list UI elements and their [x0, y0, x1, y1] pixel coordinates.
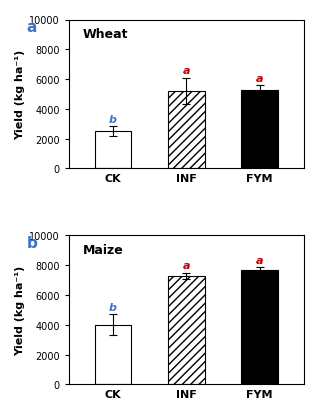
Bar	[241, 270, 278, 384]
Y-axis label: Yield (kg ha⁻¹): Yield (kg ha⁻¹)	[15, 265, 25, 355]
Y-axis label: Yield (kg ha⁻¹): Yield (kg ha⁻¹)	[15, 50, 25, 140]
Bar	[95, 325, 131, 384]
Bar	[241, 91, 278, 169]
Text: Wheat: Wheat	[83, 28, 128, 41]
Text: b: b	[109, 115, 117, 124]
Text: Maize: Maize	[83, 243, 124, 256]
Bar	[168, 276, 205, 384]
Text: a: a	[182, 66, 190, 76]
Text: a: a	[27, 20, 37, 36]
Text: a: a	[256, 74, 263, 83]
Text: b: b	[109, 302, 117, 312]
Text: b: b	[27, 236, 38, 251]
Bar	[168, 92, 205, 169]
Bar	[95, 132, 131, 169]
Text: a: a	[182, 261, 190, 271]
Text: a: a	[256, 255, 263, 265]
